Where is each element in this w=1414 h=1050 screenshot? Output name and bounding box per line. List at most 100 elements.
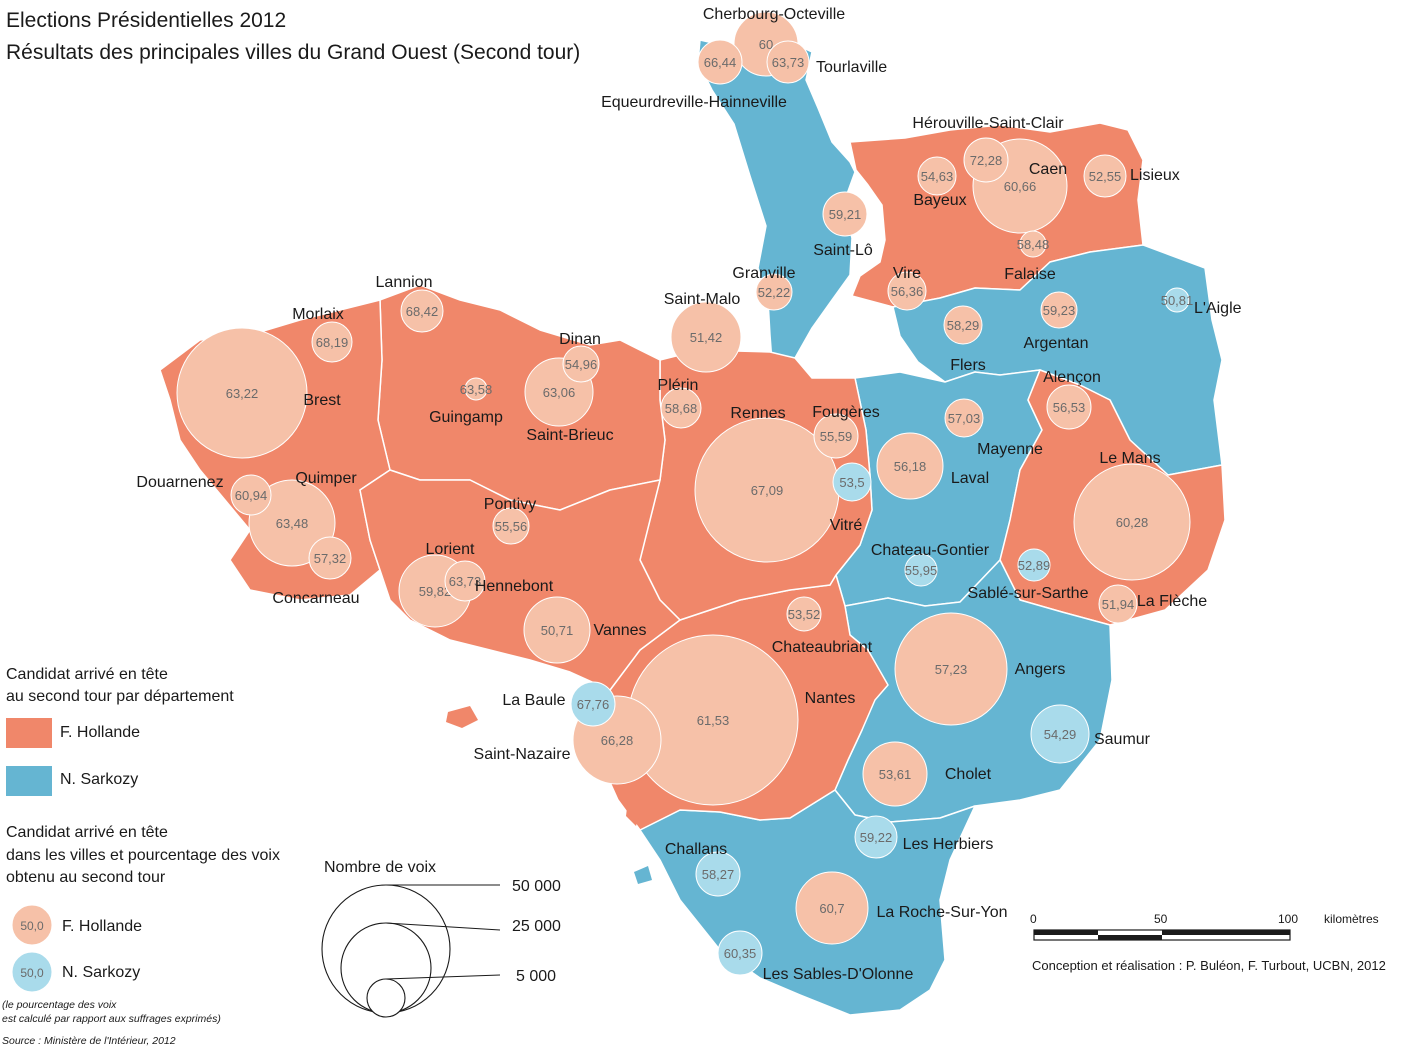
city-value-equeurdreville-hainneville: 66,44 [704, 55, 737, 70]
dept-manche [697, 39, 856, 363]
city-circle-brest [176, 327, 308, 459]
city-circle-pontivy [492, 507, 530, 545]
city-value-l-aigle: 50,81 [1161, 293, 1194, 308]
city-value-la-fleche: 51,94 [1102, 597, 1135, 612]
city-circle-les-sables-d-olonne [717, 930, 763, 976]
city-value-quimper: 63,48 [276, 516, 309, 531]
size-label-5000: 5 000 [516, 968, 556, 985]
city-label-guingamp: Guingamp [429, 409, 503, 426]
city-value-lannion: 68,42 [406, 304, 439, 319]
city-value-challans: 58,27 [702, 867, 735, 882]
city-label-lannion: Lannion [376, 274, 433, 291]
city-label-herouville-saint-clair: Hérouville-Saint-Clair [912, 115, 1064, 132]
city-circle-cholet [862, 741, 928, 807]
map-subtitle: Résultats des principales villes du Gran… [6, 41, 581, 64]
city-circle-vannes [523, 596, 591, 664]
city-circle-lannion [400, 289, 444, 333]
city-circle-saumur [1030, 704, 1090, 764]
size-leader-25000 [385, 922, 501, 931]
city-label-equeurdreville-hainneville: Equeurdreville-Hainneville [601, 94, 787, 111]
city-label-cherbourg-octeville: Cherbourg-Octeville [703, 6, 845, 23]
city-circle-l-aigle [1164, 287, 1190, 313]
city-legend-title-1: Candidat arrivé en tête [6, 824, 168, 841]
legend-hollande-dept: F. Hollande [60, 724, 141, 741]
city-circle-guingamp [464, 377, 488, 401]
city-label-vannes: Vannes [593, 622, 646, 639]
city-label-lisieux: Lisieux [1130, 167, 1180, 184]
city-circle-chateaubriant [786, 596, 822, 632]
city-value-fougeres: 55,59 [820, 429, 853, 444]
city-value-brest: 63,22 [226, 386, 259, 401]
city-value-bayeux: 54,63 [921, 169, 954, 184]
scale-seg-2 [1098, 935, 1162, 940]
city-label-saint-nazaire: Saint-Nazaire [474, 746, 571, 763]
city-label-la-roche-sur-yon: La Roche-Sur-Yon [876, 904, 1007, 921]
city-label-caen: Caen [1029, 161, 1067, 178]
city-circle-bayeux [917, 156, 957, 196]
city-value-angers: 57,23 [935, 662, 968, 677]
city-label-pontivy: Pontivy [484, 496, 536, 513]
scale-tick-100: 100 [1278, 912, 1298, 926]
city-label-saint-lo: Saint-Lô [813, 242, 873, 259]
city-layer: 61,53 67,09 63,22 60,28 57,23 60,66 66,28 63,48… [136, 6, 1241, 983]
size-legend-title: Nombre de voix [324, 859, 436, 876]
island-noirmoutier [626, 800, 640, 826]
city-circle-plerin [660, 387, 702, 429]
city-circle-herouville-saint-clair [963, 137, 1009, 183]
city-value-douarnenez: 60,94 [235, 488, 268, 503]
city-value-nantes: 61,53 [697, 713, 730, 728]
swatch-sarkozy-dept [6, 766, 52, 796]
city-value-vitre: 53,5 [839, 475, 864, 490]
city-label-le-mans: Le Mans [1099, 450, 1160, 467]
island-belle-ile [446, 706, 478, 728]
legend-hollande-city: F. Hollande [62, 918, 143, 935]
city-label-cholet: Cholet [945, 766, 992, 783]
city-value-le-mans: 60,28 [1116, 515, 1149, 530]
city-label-brest: Brest [303, 392, 341, 409]
city-value-pontivy: 55,56 [495, 519, 528, 534]
city-value-la-baule: 67,76 [577, 697, 610, 712]
city-label-nantes: Nantes [805, 690, 856, 707]
city-circle-le-mans [1073, 463, 1191, 581]
dept-legend-title-2: au second tour par département [6, 688, 234, 705]
city-label-vire: Vire [893, 265, 921, 282]
city-circle-saint-malo [670, 301, 742, 373]
pct-note-1: (le pourcentage des voix [2, 999, 117, 1011]
city-label-les-sables-d-olonne: Les Sables-D'Olonne [763, 966, 914, 983]
city-circle-vitre [832, 462, 872, 502]
city-value-granville: 52,22 [758, 285, 791, 300]
city-circle-la-roche-sur-yon [795, 871, 869, 945]
city-value-laval: 56,18 [894, 459, 927, 474]
city-circle-saint-lo [822, 191, 868, 237]
city-value-morlaix: 68,19 [316, 335, 349, 350]
city-label-granville: Granville [732, 265, 795, 282]
size-leader-5000 [385, 974, 501, 980]
city-legend-swatches: 50,0 50,0 [11, 904, 53, 993]
city-label-alencon: Alençon [1043, 369, 1101, 386]
size-label-50000: 50 000 [512, 878, 561, 895]
city-value-les-sables-d-olonne: 60,35 [724, 946, 757, 961]
city-circle-concarneau [308, 536, 352, 580]
city-value-caen: 60,66 [1004, 179, 1037, 194]
city-value-lorient: 59,82 [419, 584, 452, 599]
city-circle-hennebont [444, 560, 486, 602]
city-label-la-baule: La Baule [502, 692, 565, 709]
city-label-saumur: Saumur [1094, 731, 1151, 748]
city-value-les-herbiers: 59,22 [860, 830, 893, 845]
city-label-hennebont: Hennebont [475, 578, 554, 595]
city-circle-mayenne [944, 398, 984, 438]
city-circle-challans [695, 851, 741, 897]
city-swatch-hollande-value: 50,0 [20, 919, 44, 933]
size-legend: Nombre de voix 50 000 25 000 5 000 [321, 859, 561, 1018]
city-circle-douarnenez [230, 474, 272, 516]
city-label-chateau-gontier: Chateau-Gontier [871, 542, 990, 559]
city-circle-dinan [562, 345, 600, 383]
city-value-chateaubriant: 53,52 [788, 607, 821, 622]
city-circle-la-baule [570, 681, 616, 727]
city-label-saint-malo: Saint-Malo [664, 291, 741, 308]
city-label-saint-brieuc: Saint-Brieuc [526, 427, 613, 444]
city-label-plerin: Plérin [658, 377, 699, 394]
legend-sarkozy-dept: N. Sarkozy [60, 771, 139, 788]
city-circle-les-herbiers [854, 815, 898, 859]
scale-seg-1 [1034, 930, 1098, 935]
